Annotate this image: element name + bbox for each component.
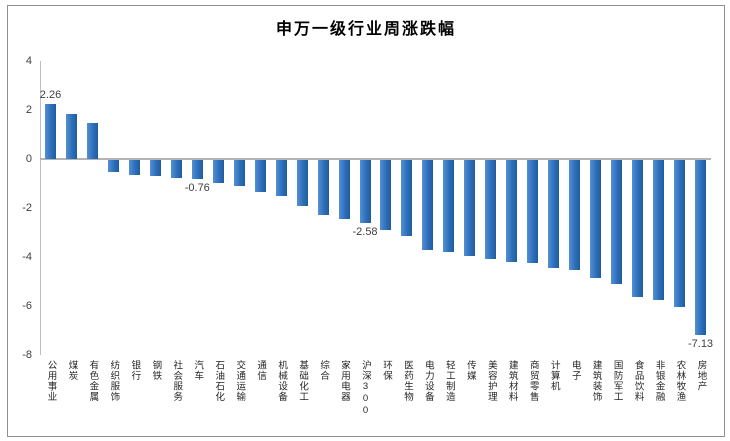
- category-label: 国防军工: [611, 360, 623, 402]
- category-label: 电力设备: [422, 360, 434, 402]
- category-label: 机械设备: [276, 360, 288, 402]
- y-axis-line: [40, 61, 41, 355]
- bar: [443, 160, 455, 252]
- bar: [107, 160, 119, 173]
- category-label: 计算机: [548, 360, 560, 392]
- bar: [44, 103, 56, 159]
- category-label: 基础化工: [297, 360, 309, 402]
- bar: [359, 160, 371, 224]
- category-label: 房地产: [695, 360, 707, 392]
- bar: [128, 160, 140, 176]
- bar: [548, 160, 560, 268]
- category-label: 交通运输: [234, 360, 246, 402]
- category-label: 轻工制造: [443, 360, 455, 402]
- bar: [296, 160, 308, 206]
- y-tick-label: -4: [22, 251, 32, 263]
- bar: [170, 160, 182, 178]
- bar: [464, 160, 476, 256]
- category-label: 钢铁: [150, 360, 162, 381]
- bar: [191, 160, 203, 179]
- category-label: 通信: [255, 360, 267, 381]
- y-tick-label: 2: [25, 104, 32, 116]
- bar: [632, 160, 644, 298]
- zero-line: [40, 158, 711, 160]
- category-label: 社会服务: [171, 360, 183, 402]
- category-label: 传媒: [464, 360, 476, 381]
- data-label: -0.76: [184, 181, 210, 194]
- category-label: 综合: [318, 360, 330, 381]
- category-label: 煤炭: [66, 360, 78, 381]
- y-tick-label: 0: [25, 153, 32, 165]
- category-label: 有色金属: [87, 360, 99, 402]
- bar: [275, 160, 287, 196]
- category-label: 医药生物: [401, 360, 413, 402]
- category-label: 非银金融: [653, 360, 665, 402]
- bar: [611, 160, 623, 285]
- bar: [401, 160, 413, 236]
- bar: [527, 160, 539, 263]
- bar: [149, 160, 161, 177]
- bar: [422, 160, 434, 250]
- y-tick-label: -2: [22, 202, 32, 214]
- category-label: 食品饮料: [632, 360, 644, 402]
- bar: [86, 123, 98, 159]
- category-label: 沪深300: [360, 360, 371, 417]
- y-tick-label: -8: [22, 349, 32, 361]
- bar: [65, 114, 77, 159]
- bar: [674, 160, 686, 307]
- data-label: 2.26: [39, 88, 62, 101]
- category-label: 石油石化: [213, 360, 225, 402]
- category-label: 银行: [129, 360, 141, 381]
- bar: [380, 160, 392, 230]
- bar: [506, 160, 518, 262]
- bar: [590, 160, 602, 278]
- bar: [653, 160, 665, 300]
- category-label: 汽车: [192, 360, 204, 381]
- category-label: 家用电器: [339, 360, 351, 402]
- category-label: 美容护理: [485, 360, 497, 402]
- category-label: 建筑装饰: [590, 360, 602, 402]
- bar: [212, 160, 224, 184]
- category-label: 电子: [569, 360, 581, 381]
- bar: [254, 160, 266, 193]
- category-label: 商贸零售: [527, 360, 539, 402]
- bar: [569, 160, 581, 270]
- chart-title: 申万一级行业周涨跌幅: [275, 21, 456, 38]
- bar: [317, 160, 329, 215]
- category-label: 建筑材料: [506, 360, 518, 402]
- bar: [485, 160, 497, 260]
- data-label: -7.13: [687, 337, 714, 350]
- category-label: 环保: [380, 360, 392, 381]
- y-tick-label: 4: [25, 55, 32, 67]
- category-label: 公用事业: [45, 360, 57, 402]
- bar: [695, 160, 707, 335]
- category-label: 纺织服饰: [108, 360, 120, 402]
- bar: [233, 160, 245, 186]
- y-tick-label: -6: [22, 300, 32, 312]
- chart-frame: 申万一级行业周涨跌幅 4 2 0 -2 -4 -6 -8 2.26 公用事业 煤炭 有色金属 纺织服饰…: [7, 5, 725, 437]
- data-label: -2.58: [352, 226, 378, 239]
- category-label: 农林牧渔: [674, 360, 686, 402]
- bar: [338, 160, 350, 219]
- plot-area: 4 2 0 -2 -4 -6 -8 2.26 公用事业 煤炭 有色金属 纺织服饰 银行 钢铁 社会服务 -0.…: [8, 6, 724, 436]
